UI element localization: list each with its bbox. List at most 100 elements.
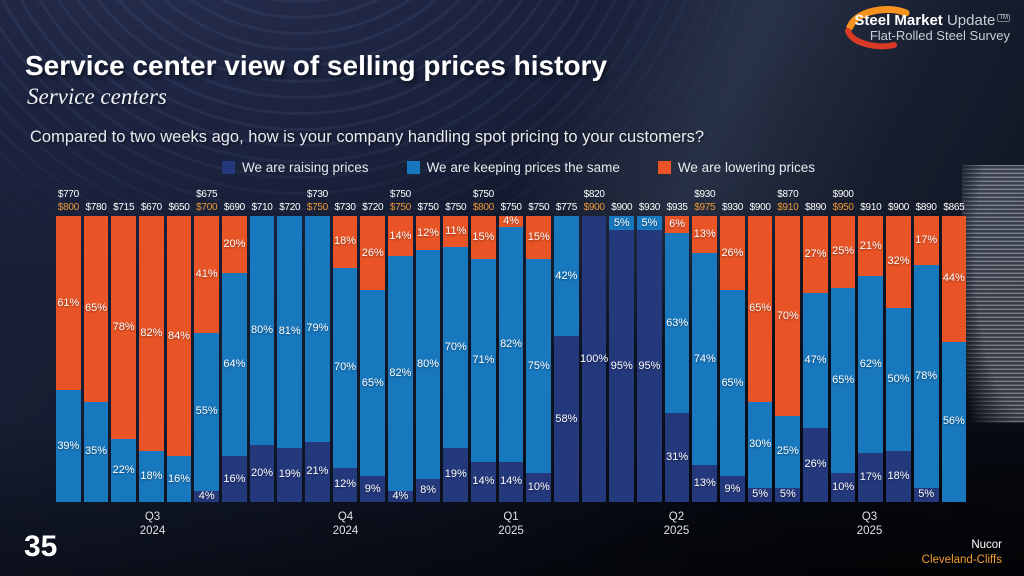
nucor-price-label: $890 [804, 202, 826, 213]
nucor-price-label: $750 [445, 202, 467, 213]
segment-lowering: 78% [111, 216, 137, 440]
quarter-text: Q2 [668, 511, 685, 523]
logo-update: Update [946, 12, 996, 29]
segment-value-label: 62% [859, 358, 882, 371]
segment-value-label: 65% [361, 376, 384, 389]
stacked-bar: 100% [580, 216, 608, 502]
stacked-bar: 15% 75% 10% [526, 216, 552, 502]
cleveland-cliffs-price-label: $950 [832, 202, 854, 213]
segment-value-label: 13% [693, 228, 716, 241]
bar-column: $750 11% 70% 19% [443, 188, 469, 502]
bar-column: $910 21% 62% 17% [858, 188, 884, 502]
stacked-bar: 65% 35% [83, 216, 109, 502]
segment-keeping: 35% [83, 401, 109, 502]
segment-keeping: 70% [443, 247, 469, 448]
stacked-bar: 44% 56% [941, 216, 967, 502]
bar-column: $720 26% 65% 9% [360, 188, 386, 502]
segment-value-label: 17% [859, 471, 882, 484]
stacked-bar: 78% 22% [111, 216, 137, 502]
stacked-bar: 84% 16% [166, 216, 192, 502]
segment-raising: 95% [609, 230, 635, 502]
stacked-bar: 21% 62% 17% [858, 216, 884, 502]
segment-lowering: 4% [498, 216, 524, 228]
bar-column: $890 17% 78% 5% [913, 188, 939, 502]
segment-value-label: 82% [140, 326, 163, 339]
segment-value-label: 35% [84, 445, 108, 458]
cleveland-cliffs-price-label: $750 [306, 202, 328, 213]
segment-value-label: 39% [57, 439, 80, 452]
segment-keeping: 42% [554, 216, 579, 337]
segment-value-label: 74% [693, 352, 716, 365]
legend-swatch [657, 161, 671, 174]
segment-lowering: 44% [941, 216, 967, 342]
nucor-price-label: $775 [555, 202, 577, 213]
segment-lowering: 65% [83, 216, 109, 402]
year-text: 2025 [498, 525, 524, 538]
segment-raising: 100% [580, 216, 608, 502]
chart-legend: We are raising prices We are keeping pric… [222, 160, 815, 175]
cleveland-cliffs-price-label: $910 [777, 202, 799, 213]
stacked-bar: 17% 78% 5% [913, 216, 939, 502]
nucor-price-label: $900 [611, 202, 633, 213]
segment-value-label: 79% [306, 322, 329, 335]
nucor-price-label: $715 [113, 202, 135, 213]
segment-lowering: 11% [443, 216, 469, 248]
segment-value-label: 14% [500, 475, 523, 488]
stacked-bar: 14% 82% 4% [388, 216, 413, 502]
segment-value-label: 6% [669, 218, 686, 231]
stacked-bar: 42% 58% [554, 216, 579, 502]
nucor-price-label: $720 [279, 202, 301, 213]
segment-raising: 19% [443, 447, 469, 502]
nucor-price-label [84, 188, 109, 201]
nucor-price-label [443, 188, 468, 201]
segment-value-label: 82% [500, 338, 523, 351]
stacked-bar: 41% 55% 4% [194, 216, 220, 502]
segment-value-label: 31% [666, 451, 689, 464]
segment-keeping: 18% [139, 450, 164, 502]
segment-lowering: 12% [415, 216, 441, 251]
stacked-bar: 32% 50% 18% [886, 216, 911, 502]
bar-column: $750 $800 15% 71% 14% [471, 188, 496, 502]
segment-keeping: 82% [388, 256, 413, 491]
segment-value-label: 61% [57, 296, 80, 309]
segment-lowering: 25% [830, 216, 856, 288]
segment-value-label: 18% [140, 469, 163, 482]
segment-value-label: 12% [334, 478, 357, 491]
segment-lowering: 18% [332, 216, 358, 268]
segment-value-label: 19% [278, 468, 301, 481]
segment-value-label: 84% [168, 329, 191, 342]
segment-raising: 10% [830, 473, 856, 502]
segment-value-label: 44% [942, 272, 965, 285]
segment-keeping: 39% [56, 390, 81, 502]
x-axis-labels: Q3 2024 Q4 2024 Q1 2025 Q2 2025 Q3 2025 [56, 510, 966, 540]
stacked-bar: 15% 71% 14% [471, 216, 496, 502]
segment-keeping: 47% [803, 293, 828, 428]
bar-column: $935 6% 63% 31% [664, 188, 690, 502]
bar-column: $930 26% 65% 9% [720, 188, 745, 502]
segment-lowering: 65% [747, 216, 773, 402]
logo-steel-market: Steel Market [854, 12, 943, 29]
segment-raising: 26% [803, 427, 828, 502]
bar-column: $890 27% 47% 26% [803, 188, 828, 502]
x-axis-quarter-label: Q2 2025 [664, 510, 690, 539]
segment-lowering: 17% [913, 216, 939, 265]
stacked-bar: 82% 18% [139, 216, 164, 502]
segment-value-label: 75% [527, 359, 550, 372]
segment-keeping: 63% [664, 233, 690, 414]
segment-lowering: 26% [720, 216, 745, 291]
nucor-price-label: $720 [362, 202, 384, 213]
segment-raising: 18% [886, 450, 911, 502]
segment-value-label: 30% [749, 438, 772, 451]
logo-swoosh-icon [845, 6, 910, 50]
bar-column: $670 82% 18% [139, 188, 164, 502]
nucor-price-label: $690 [223, 202, 245, 213]
stacked-bar: 6% 63% 31% [664, 216, 690, 502]
nucor-price-label: $670 [140, 202, 162, 213]
segment-value-label: 4% [198, 489, 215, 502]
quarter-text: Q3 [144, 511, 161, 523]
bar-column: $820 $900 100% [580, 188, 608, 502]
bar-column: $715 78% 22% [111, 188, 137, 502]
logo-line1: Steel Market Update TM [854, 13, 1010, 29]
nucor-price-label: $770 [57, 189, 79, 200]
nucor-price-label: $890 [915, 202, 937, 213]
